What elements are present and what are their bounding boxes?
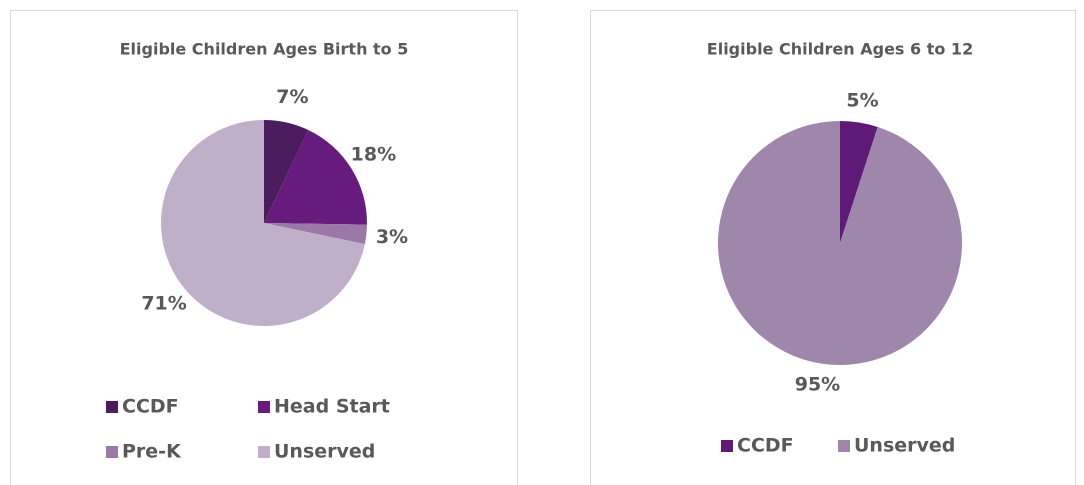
pie-slice [840, 121, 878, 243]
pie-slice [264, 223, 367, 245]
legend-label: CCDF [122, 396, 179, 418]
legend-swatch [106, 401, 118, 413]
pie-slice [718, 120, 962, 365]
legend-label: CCDF [737, 435, 794, 457]
chart-title: Eligible Children Ages 6 to 12 [707, 40, 973, 59]
data-label: 3% [376, 226, 408, 248]
pie-slice [264, 120, 309, 223]
data-label: 95% [795, 374, 840, 396]
legend-label: Head Start [274, 396, 390, 418]
legend-swatch [721, 440, 733, 452]
legend-label: Pre-K [122, 441, 182, 463]
pie-slice [160, 120, 365, 326]
legend-swatch [838, 440, 850, 452]
pie-slice [264, 129, 367, 225]
data-label: 7% [276, 86, 308, 108]
data-label: 18% [351, 144, 396, 166]
data-label: 5% [846, 89, 878, 111]
chart-title: Eligible Children Ages Birth to 5 [120, 40, 409, 59]
legend-swatch [258, 446, 270, 458]
legend-swatch [106, 446, 118, 458]
legend-swatch [258, 401, 270, 413]
data-label: 71% [141, 293, 186, 315]
legend-label: Unserved [274, 441, 375, 463]
legend-label: Unserved [854, 435, 955, 457]
